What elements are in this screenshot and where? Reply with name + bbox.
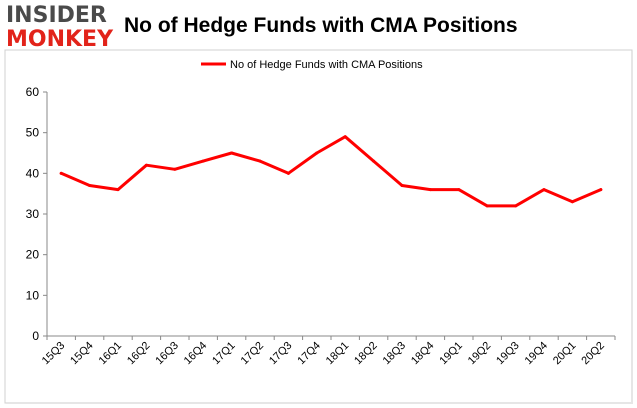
logo-line-monkey: MONKEY bbox=[6, 27, 114, 52]
data-point bbox=[428, 188, 432, 192]
x-tick-label: 16Q2 bbox=[125, 340, 153, 368]
data-point bbox=[599, 188, 603, 192]
series-line bbox=[59, 135, 603, 208]
data-point bbox=[201, 159, 205, 163]
data-point bbox=[514, 204, 518, 208]
data-point bbox=[59, 171, 63, 175]
data-point bbox=[173, 167, 177, 171]
x-tick-label: 17Q2 bbox=[239, 340, 267, 368]
y-tick-label: 20 bbox=[26, 248, 40, 262]
x-tick-label: 19Q2 bbox=[466, 340, 494, 368]
insider-monkey-logo: INSIDER MONKEY bbox=[6, 5, 118, 53]
x-tick-label: 18Q4 bbox=[409, 340, 437, 368]
y-tick-label: 40 bbox=[26, 166, 40, 180]
y-tick-label: 60 bbox=[26, 85, 40, 99]
x-tick-label: 19Q1 bbox=[437, 340, 465, 368]
logo-line-insider: INSIDER bbox=[6, 3, 107, 28]
y-tick-label: 0 bbox=[32, 329, 39, 343]
x-tick-label: 19Q3 bbox=[494, 340, 522, 368]
x-tick-label: 15Q3 bbox=[40, 340, 68, 368]
chart-border-shadow-right bbox=[631, 51, 633, 403]
data-point bbox=[258, 159, 262, 163]
data-point bbox=[116, 188, 120, 192]
data-point bbox=[144, 163, 148, 167]
data-point bbox=[88, 184, 92, 188]
data-point bbox=[372, 159, 376, 163]
data-point bbox=[315, 151, 319, 155]
data-point bbox=[457, 188, 461, 192]
data-point bbox=[286, 171, 290, 175]
data-point bbox=[230, 151, 234, 155]
x-tick-label: 17Q4 bbox=[295, 340, 323, 368]
legend-label: No of Hedge Funds with CMA Positions bbox=[230, 59, 423, 71]
x-tick-label: 19Q4 bbox=[523, 340, 551, 368]
data-point bbox=[400, 184, 404, 188]
x-tick-label: 16Q3 bbox=[153, 340, 181, 368]
x-tick-label: 15Q4 bbox=[68, 340, 96, 368]
data-point bbox=[570, 200, 574, 204]
x-tick-label: 17Q1 bbox=[210, 340, 238, 368]
data-point bbox=[343, 135, 347, 139]
x-tick-label: 16Q4 bbox=[182, 340, 210, 368]
x-tick-label: 20Q1 bbox=[551, 340, 579, 368]
x-tick-label: 17Q3 bbox=[267, 340, 295, 368]
x-tick-label: 18Q2 bbox=[352, 340, 380, 368]
data-point bbox=[485, 204, 489, 208]
y-tick-label: 50 bbox=[26, 126, 40, 140]
x-tick-label: 18Q3 bbox=[381, 340, 409, 368]
x-tick-label: 20Q2 bbox=[579, 340, 607, 368]
x-tick-label: 16Q1 bbox=[97, 340, 125, 368]
chart-title: No of Hedge Funds with CMA Positions bbox=[124, 14, 518, 37]
x-tick-label: 18Q1 bbox=[324, 340, 352, 368]
y-tick-label: 30 bbox=[26, 207, 40, 221]
y-tick-label: 10 bbox=[26, 288, 40, 302]
chart-border-shadow bbox=[6, 402, 633, 404]
data-point bbox=[542, 188, 546, 192]
